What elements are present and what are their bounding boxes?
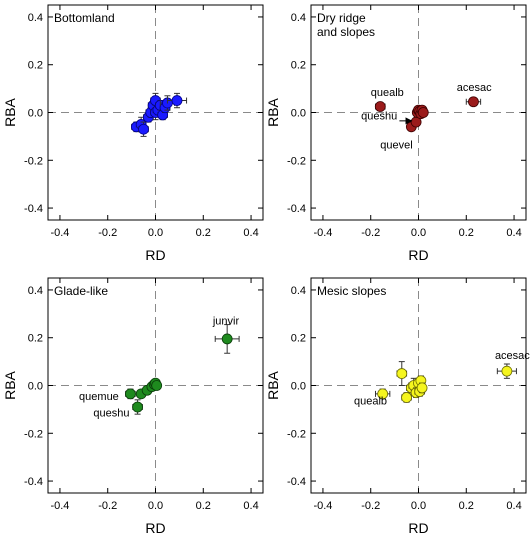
data-point (125, 388, 136, 400)
x-tick-label: 0.0 (148, 500, 163, 512)
y-tick-label: 0.4 (291, 285, 306, 297)
data-marker (151, 380, 163, 391)
x-tick-label: 0.2 (196, 500, 211, 512)
y-tick-label: -0.4 (24, 203, 43, 215)
data-marker (221, 333, 233, 345)
x-tick-label: -0.2 (361, 227, 380, 239)
data-marker (501, 365, 513, 377)
data-point (401, 392, 412, 403)
y-tick-label: 0.2 (28, 333, 43, 345)
point-annotation: queshu (93, 408, 129, 420)
data-marker (417, 107, 429, 118)
panel-title: Mesic slopes (317, 284, 386, 298)
x-tick-label: 0.4 (506, 500, 521, 512)
data-marker (132, 401, 143, 413)
panel-title: Bottomland (54, 11, 115, 25)
x-tick-label: -0.4 (313, 500, 332, 512)
data-point (374, 101, 386, 112)
data-marker (468, 96, 479, 108)
data-marker (374, 101, 386, 112)
y-tick-label: 0.0 (28, 381, 43, 393)
y-axis-label: RBA (2, 370, 18, 399)
point-annotation: quealb (371, 87, 404, 99)
data-marker (171, 95, 183, 106)
y-tick-label: 0.4 (28, 12, 43, 24)
y-tick-label: -0.4 (287, 203, 306, 215)
x-axis-label: RD (408, 247, 428, 263)
y-tick-label: 0.0 (291, 108, 306, 120)
x-tick-label: 0.2 (459, 227, 474, 239)
panel-2: -0.4 -0.2 0.0 0.2 0.4 0.4 0.2 0.0 -0.2 -0.4 RD RBA D… (265, 4, 527, 263)
panel-3: -0.4 -0.2 0.0 0.2 0.4 0.4 0.2 0.0 -0.2 -0.4 RD RBA G… (2, 277, 264, 536)
data-marker (401, 392, 412, 403)
point-annotation: queshu (361, 111, 397, 123)
x-axis-label: RD (145, 247, 165, 263)
data-marker (416, 382, 428, 394)
y-tick-label: -0.2 (24, 428, 43, 440)
panel-1: -0.4 -0.2 0.0 0.2 0.4 0.4 0.2 0.0 -0.2 -0.4 RD RBA B… (2, 4, 264, 263)
data-point (496, 363, 517, 379)
y-tick-label: -0.4 (287, 476, 306, 488)
x-tick-label: 0.2 (196, 227, 211, 239)
y-tick-label: 0.0 (28, 108, 43, 120)
x-tick-label: -0.2 (361, 500, 380, 512)
x-tick-label: -0.4 (50, 227, 69, 239)
x-tick-label: 0.0 (411, 500, 426, 512)
x-tick-label: 0.0 (411, 227, 426, 239)
data-marker (377, 388, 389, 400)
point-annotation: quevel (380, 139, 412, 151)
data-point (417, 107, 429, 118)
x-tick-label: 0.4 (506, 227, 521, 239)
x-tick-label: -0.4 (50, 500, 69, 512)
y-axis-label: RBA (2, 97, 18, 126)
x-tick-label: -0.4 (313, 227, 332, 239)
data-marker (138, 123, 149, 135)
point-annotation: junvir (212, 316, 240, 328)
x-axis-label: RD (145, 520, 165, 536)
y-tick-label: 0.2 (291, 60, 306, 72)
y-axis-label: RBA (265, 370, 281, 399)
y-tick-label: -0.2 (287, 155, 306, 167)
x-tick-label: 0.4 (243, 227, 258, 239)
panel-4: -0.4 -0.2 0.0 0.2 0.4 0.4 0.2 0.0 -0.2 -0.4 RD RBA M… (265, 277, 530, 536)
x-tick-label: -0.2 (98, 227, 117, 239)
x-axis-label: RD (408, 520, 428, 536)
data-point (375, 388, 391, 400)
panel-title: and slopes (317, 25, 375, 39)
data-point (151, 380, 163, 391)
y-axis-label: RBA (265, 97, 281, 126)
panel-title: Glade-like (54, 284, 108, 298)
y-tick-label: -0.2 (287, 428, 306, 440)
y-tick-label: 0.2 (28, 60, 43, 72)
y-tick-label: 0.2 (291, 333, 306, 345)
y-tick-label: -0.2 (24, 155, 43, 167)
y-tick-label: 0.4 (291, 12, 306, 24)
annotation-arrowhead (405, 117, 413, 125)
x-tick-label: 0.4 (243, 500, 258, 512)
data-point (396, 361, 408, 386)
point-annotation: acesac (495, 350, 530, 362)
point-annotation: quealb (354, 396, 387, 408)
point-annotation: acesac (457, 82, 492, 94)
x-tick-label: 0.0 (148, 227, 163, 239)
data-marker (396, 368, 408, 379)
data-point (214, 324, 240, 354)
x-tick-label: -0.2 (98, 500, 117, 512)
data-point (465, 96, 482, 108)
y-tick-label: -0.4 (24, 476, 43, 488)
panel-title: Dry ridge (317, 11, 366, 25)
data-marker (125, 388, 136, 400)
data-point (166, 92, 188, 109)
x-tick-label: 0.2 (459, 500, 474, 512)
y-tick-label: 0.4 (28, 285, 43, 297)
point-annotation: quemue (79, 391, 119, 403)
data-point (416, 382, 428, 394)
y-tick-label: 0.0 (291, 381, 306, 393)
data-point (132, 399, 143, 415)
